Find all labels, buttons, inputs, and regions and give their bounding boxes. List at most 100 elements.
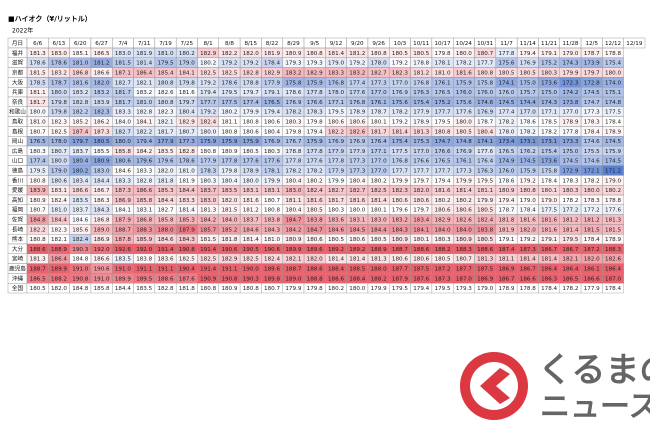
header-text: 6/6 bbox=[33, 41, 42, 47]
cell-value: 183.5 bbox=[158, 149, 174, 155]
cell-value: 189.9 bbox=[115, 276, 131, 282]
cell-value: 179.2 bbox=[243, 61, 259, 67]
cell-value: 180.8 bbox=[158, 100, 174, 106]
cell-value: 182.7 bbox=[158, 208, 174, 214]
cell-value: 175.6 bbox=[392, 100, 408, 106]
cell-value: 175.5 bbox=[584, 149, 600, 155]
cell-value: 181.1 bbox=[285, 198, 301, 204]
cell-value: 177.5 bbox=[541, 208, 557, 214]
cell-value: 188.4 bbox=[349, 276, 365, 282]
cell-value: 176.9 bbox=[349, 139, 365, 145]
cell-value: 178.8 bbox=[520, 286, 536, 292]
cell-value: 177.0 bbox=[371, 169, 387, 175]
cell-value: 180.5 bbox=[371, 237, 387, 243]
row-label: 兵庫 bbox=[12, 88, 24, 96]
logo-text: くるまの bbox=[538, 351, 650, 391]
cell-value: 180.6 bbox=[392, 198, 408, 204]
cell-value: 176.8 bbox=[349, 100, 365, 106]
cell-value: 182.8 bbox=[179, 149, 195, 155]
cell-value: 184.4 bbox=[94, 178, 110, 184]
cell-value: 175.9 bbox=[307, 139, 323, 145]
cell-value: 179.9 bbox=[562, 71, 578, 77]
cell-value: 179.3 bbox=[456, 286, 472, 292]
cell-value: 179.6 bbox=[136, 159, 152, 165]
cell-value: 183.9 bbox=[94, 100, 110, 106]
cell-value: 180.8 bbox=[243, 286, 259, 292]
cell-value: 181.9 bbox=[264, 51, 280, 57]
cell-value: 181.6 bbox=[243, 198, 259, 204]
cell-value: 176.9 bbox=[456, 149, 472, 155]
cell-value: 179.5 bbox=[392, 286, 408, 292]
cell-value: 180.5 bbox=[328, 237, 344, 243]
cell-value: 186.6 bbox=[136, 188, 152, 194]
cell-value: 176.5 bbox=[435, 159, 451, 165]
cell-value: 187.2 bbox=[435, 267, 451, 273]
cell-value: 174.5 bbox=[605, 139, 621, 145]
row-label: 奈良 bbox=[12, 98, 24, 106]
cell-value: 182.8 bbox=[136, 110, 152, 116]
price-table: 月日 6/6 6/13 6/20 6/27 7/4 7/11 7/19 7/25 8/1 8/8 8/… bbox=[7, 37, 646, 294]
cell-value: 181.6 bbox=[179, 90, 195, 96]
cell-value: 177.8 bbox=[498, 51, 514, 57]
cell-value: 187.9 bbox=[179, 227, 195, 233]
cell-value: 183.3 bbox=[115, 110, 131, 116]
cell-value: 179.5 bbox=[435, 286, 451, 292]
cell-value: 177.7 bbox=[477, 61, 493, 67]
row-label: 大阪 bbox=[12, 78, 24, 86]
cell-value: 183.6 bbox=[158, 257, 174, 263]
cell-value: 180.3 bbox=[435, 237, 451, 243]
cell-value: 181.2 bbox=[94, 61, 110, 67]
cell-value: 177.7 bbox=[413, 169, 429, 175]
cell-value: 184.4 bbox=[371, 227, 387, 233]
cell-value: 171.2 bbox=[605, 169, 621, 175]
cell-value: 180.6 bbox=[435, 208, 451, 214]
cell-value: 179.5 bbox=[158, 61, 174, 67]
cell-value: 190.3 bbox=[243, 276, 259, 282]
cell-value: 178.2 bbox=[562, 286, 578, 292]
cell-value: 180.9 bbox=[498, 188, 514, 194]
cell-value: 187.1 bbox=[115, 71, 131, 77]
cell-value: 179.0 bbox=[605, 178, 621, 184]
header-text: 9/12 bbox=[330, 41, 343, 47]
cell-value: 178.4 bbox=[605, 286, 621, 292]
cell-value: 185.8 bbox=[158, 218, 174, 224]
cell-value: 178.6 bbox=[221, 80, 237, 86]
cell-value: 176.0 bbox=[456, 90, 472, 96]
cell-value: 183.1 bbox=[349, 218, 365, 224]
cell-value: 181.0 bbox=[158, 51, 174, 57]
cell-value: 180.5 bbox=[94, 139, 110, 145]
cell-value: 186.9 bbox=[477, 276, 493, 282]
cell-value: 183.0 bbox=[285, 188, 301, 194]
cell-value: 184.5 bbox=[349, 227, 365, 233]
cell-value: 185.2 bbox=[72, 120, 88, 126]
cell-value: 178.2 bbox=[541, 129, 557, 135]
cell-value: 176.9 bbox=[264, 139, 280, 145]
cell-value: 182.1 bbox=[285, 257, 301, 263]
cell-value: 182.7 bbox=[328, 188, 344, 194]
cell-value: 178.6 bbox=[498, 178, 514, 184]
cell-value: 173.8 bbox=[562, 100, 578, 106]
cell-value: 175.4 bbox=[413, 100, 429, 106]
cell-value: 182.5 bbox=[179, 257, 195, 263]
cell-value: 186.9 bbox=[94, 237, 110, 243]
header-text: 11/7 bbox=[500, 41, 513, 47]
cell-value: 177.3 bbox=[456, 169, 472, 175]
cell-value: 179.6 bbox=[158, 159, 174, 165]
cell-value: 181.6 bbox=[541, 227, 557, 233]
cell-value: 187.7 bbox=[392, 267, 408, 273]
cell-value: 184.7 bbox=[307, 227, 323, 233]
cell-value: 181.7 bbox=[115, 90, 131, 96]
cell-value: 180.0 bbox=[30, 110, 46, 116]
cell-value: 191.0 bbox=[72, 267, 88, 273]
cell-value: 176.9 bbox=[477, 110, 493, 116]
cell-value: 179.3 bbox=[285, 61, 301, 67]
cell-value: 181.6 bbox=[349, 198, 365, 204]
cell-value: 180.2 bbox=[221, 110, 237, 116]
cell-value: 190.8 bbox=[221, 276, 237, 282]
cell-value: 179.0 bbox=[477, 286, 493, 292]
cell-value: 174.8 bbox=[456, 139, 472, 145]
cell-value: 180.8 bbox=[520, 188, 536, 194]
cell-value: 185.5 bbox=[94, 149, 110, 155]
cell-value: 177.8 bbox=[307, 149, 323, 155]
cell-value: 185.8 bbox=[115, 149, 131, 155]
